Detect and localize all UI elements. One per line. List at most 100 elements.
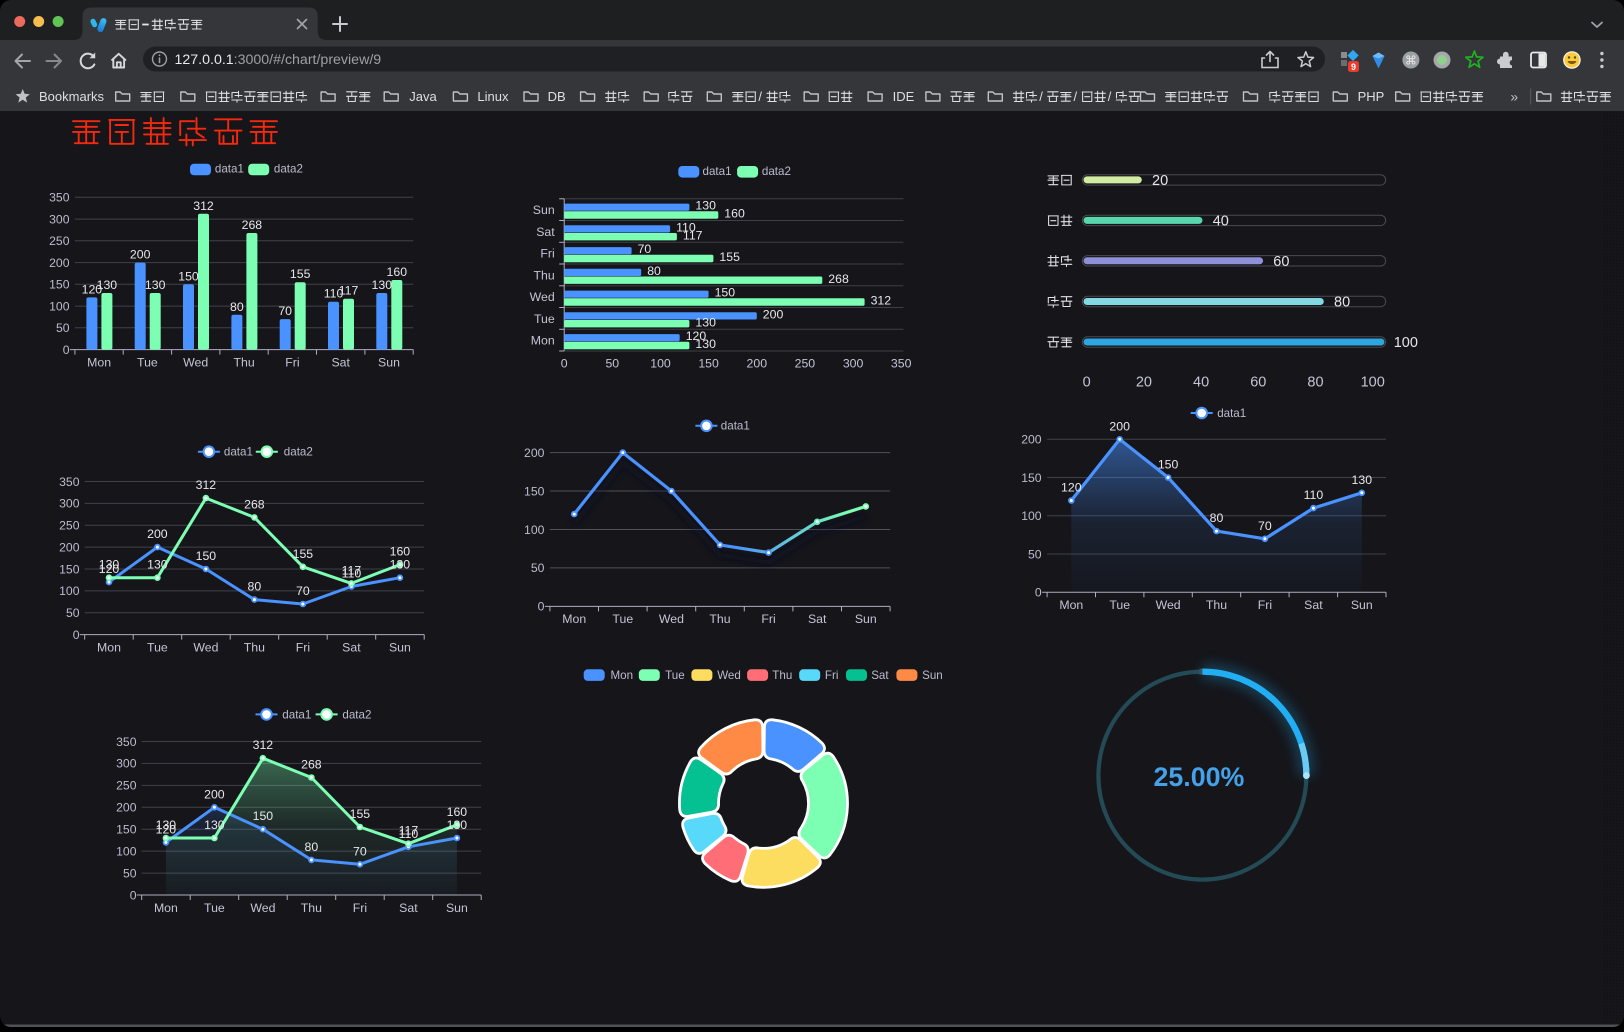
svg-text:Mon: Mon	[97, 640, 121, 654]
svg-text:312: 312	[196, 478, 217, 492]
svg-text:Sun: Sun	[922, 669, 943, 682]
svg-text:Fri: Fri	[825, 669, 839, 682]
svg-text:80: 80	[248, 580, 262, 594]
svg-text:data2: data2	[342, 708, 371, 721]
svg-text:70: 70	[296, 584, 310, 598]
svg-text:Sat: Sat	[1304, 598, 1323, 612]
svg-text:⌘: ⌘	[1405, 54, 1417, 68]
svg-text:130: 130	[695, 199, 716, 213]
svg-text:160: 160	[447, 805, 468, 819]
svg-text:350: 350	[116, 735, 137, 749]
svg-text:Sun: Sun	[533, 203, 555, 217]
svg-text:150: 150	[524, 484, 545, 498]
svg-text:200: 200	[1109, 419, 1130, 433]
svg-text:200: 200	[524, 446, 545, 460]
svg-text:120: 120	[99, 562, 120, 576]
svg-text:50: 50	[66, 606, 80, 620]
svg-text:155: 155	[290, 267, 311, 281]
svg-text:Fri: Fri	[296, 640, 310, 654]
svg-text:312: 312	[253, 738, 274, 752]
svg-text:150: 150	[59, 562, 80, 576]
svg-text:Thu: Thu	[1206, 598, 1227, 612]
svg-text:160: 160	[390, 545, 411, 559]
svg-text:Thu: Thu	[533, 268, 554, 282]
svg-text:Sat: Sat	[871, 669, 889, 682]
svg-text:Mon: Mon	[87, 355, 111, 369]
svg-text:100: 100	[49, 299, 70, 313]
svg-text:Tue: Tue	[665, 669, 685, 682]
svg-text:117: 117	[683, 228, 703, 242]
svg-text:9: 9	[1351, 62, 1356, 72]
svg-text:130: 130	[372, 278, 393, 292]
svg-text:Wed: Wed	[250, 901, 275, 915]
svg-text:Sat: Sat	[808, 612, 827, 626]
svg-text:/: /	[1108, 89, 1112, 104]
svg-text:Wed: Wed	[530, 290, 555, 304]
svg-text:150: 150	[715, 286, 736, 300]
svg-text:130: 130	[204, 818, 225, 832]
svg-text:/: /	[1074, 89, 1078, 104]
svg-text:268: 268	[242, 218, 263, 232]
svg-text:data1: data1	[1217, 407, 1246, 420]
svg-text:150: 150	[196, 549, 217, 563]
svg-text:268: 268	[301, 758, 322, 772]
svg-text:100: 100	[1394, 335, 1418, 351]
svg-text:Mon: Mon	[531, 334, 555, 348]
svg-text:350: 350	[891, 356, 912, 370]
svg-text:268: 268	[828, 272, 849, 286]
svg-text:Thu: Thu	[709, 612, 730, 626]
svg-text:300: 300	[843, 356, 864, 370]
svg-text:200: 200	[204, 787, 225, 801]
svg-text:Sun: Sun	[855, 612, 877, 626]
svg-text:200: 200	[59, 540, 80, 554]
svg-text:160: 160	[724, 207, 745, 221]
svg-text:155: 155	[293, 547, 314, 561]
svg-text:/: /	[1039, 89, 1043, 104]
svg-text:Mon: Mon	[562, 612, 586, 626]
svg-text:0: 0	[538, 600, 545, 614]
svg-text:DB: DB	[548, 89, 566, 104]
svg-text:Tue: Tue	[534, 312, 555, 326]
svg-text:Sat: Sat	[331, 355, 350, 369]
svg-text:80: 80	[1210, 511, 1224, 525]
svg-text:Java: Java	[409, 89, 437, 104]
svg-text:Wed: Wed	[717, 669, 741, 682]
svg-text:130: 130	[156, 818, 177, 832]
svg-text:155: 155	[719, 250, 740, 264]
svg-text:300: 300	[59, 497, 80, 511]
svg-text:100: 100	[116, 844, 137, 858]
svg-text:80: 80	[1307, 375, 1323, 391]
svg-text:130: 130	[97, 278, 118, 292]
svg-text:IDE: IDE	[893, 89, 915, 104]
svg-text:PHP: PHP	[1358, 89, 1385, 104]
svg-text:312: 312	[871, 294, 892, 308]
svg-text:100: 100	[650, 356, 671, 370]
svg-text:250: 250	[59, 519, 80, 533]
svg-text:60: 60	[1250, 375, 1266, 391]
svg-text:117: 117	[339, 284, 359, 298]
svg-text:Sun: Sun	[378, 355, 400, 369]
svg-text:100: 100	[1021, 509, 1042, 523]
svg-text:Sat: Sat	[536, 225, 555, 239]
svg-text:130: 130	[1352, 473, 1373, 487]
svg-text:200: 200	[747, 356, 768, 370]
svg-text:150: 150	[1021, 471, 1042, 485]
svg-text:Thu: Thu	[772, 669, 792, 682]
svg-text:300: 300	[49, 212, 70, 226]
svg-text:Tue: Tue	[612, 612, 633, 626]
svg-text:70: 70	[1258, 519, 1272, 533]
svg-text:0: 0	[1083, 375, 1091, 391]
svg-text:120: 120	[686, 329, 707, 343]
svg-text:120: 120	[156, 822, 177, 836]
svg-text:150: 150	[116, 823, 137, 837]
svg-text:80: 80	[1334, 295, 1350, 311]
svg-text:350: 350	[59, 475, 80, 489]
svg-text:Tue: Tue	[147, 640, 168, 654]
svg-text:80: 80	[230, 300, 244, 314]
svg-text:130: 130	[99, 558, 120, 572]
svg-text:data1: data1	[215, 163, 244, 176]
svg-text:127.0.0.1:3000/#/chart/preview: 127.0.0.1:3000/#/chart/preview/9	[175, 52, 382, 68]
svg-text:130: 130	[390, 558, 411, 572]
svg-text:150: 150	[49, 278, 70, 292]
svg-text:Sat: Sat	[342, 640, 361, 654]
